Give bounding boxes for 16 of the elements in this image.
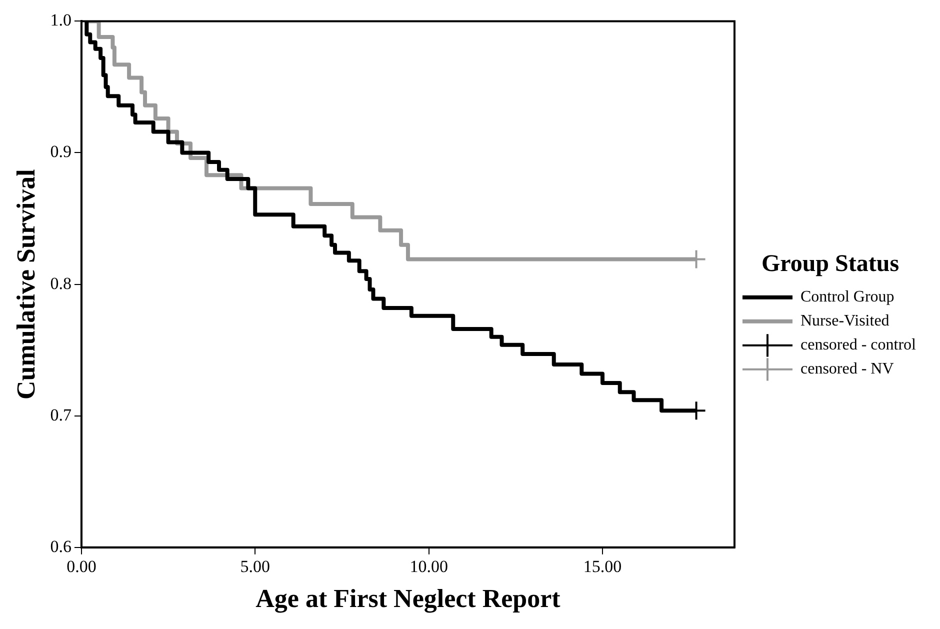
y-tick-label: 1.0 xyxy=(50,10,72,30)
x-tick-label: 10.00 xyxy=(410,557,448,576)
legend-label: censored - control xyxy=(800,336,917,354)
legend-label: Control Group xyxy=(800,288,894,306)
x-tick-label: 0.00 xyxy=(66,557,96,576)
x-tick-label: 5.00 xyxy=(240,557,270,576)
y-axis-title: Cumulative Survival xyxy=(11,169,40,400)
y-tick-label: 0.8 xyxy=(50,274,72,293)
y-tick-label: 0.9 xyxy=(50,142,72,162)
y-tick-label: 0.7 xyxy=(50,405,72,424)
legend-title: Group Status xyxy=(761,250,900,277)
x-axis-title: Age at First Neglect Report xyxy=(256,584,561,614)
legend-label: censored - NV xyxy=(800,360,894,378)
legend-label: Nurse-Visited xyxy=(800,312,890,330)
x-tick-label: 15.00 xyxy=(583,557,622,576)
y-tick-label: 0.6 xyxy=(50,536,72,556)
